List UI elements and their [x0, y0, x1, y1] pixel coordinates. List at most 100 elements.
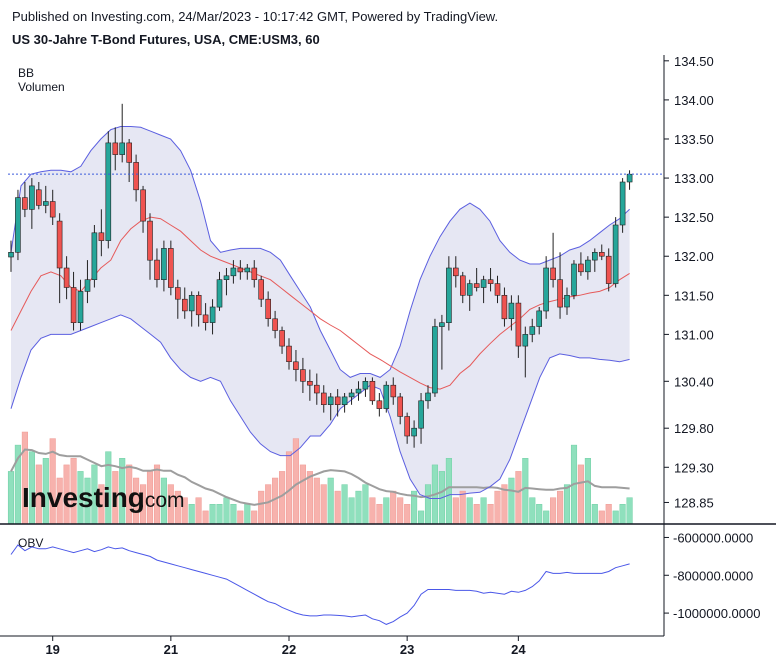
candle	[487, 268, 494, 292]
volume-bar	[320, 484, 327, 525]
volume-bar	[355, 490, 362, 525]
candle	[70, 271, 77, 331]
candle-body	[480, 279, 487, 288]
bb-area	[11, 126, 630, 499]
candle	[22, 182, 28, 218]
candle	[418, 393, 424, 444]
candle-body	[182, 298, 188, 312]
candle	[300, 357, 306, 393]
volume-ma	[10, 448, 630, 506]
volume-bar	[515, 471, 522, 525]
volume-bar	[418, 510, 425, 525]
candle	[341, 393, 348, 413]
candle-body	[272, 318, 278, 331]
candle-body	[543, 267, 549, 312]
candle	[473, 268, 480, 292]
date-tick-label: 23	[400, 642, 414, 657]
candle	[154, 248, 160, 288]
candle-body	[425, 392, 431, 402]
candle-body	[140, 189, 146, 222]
volume-bar	[494, 490, 501, 525]
obv-legend: OBV	[18, 536, 44, 550]
volume-bar	[584, 458, 591, 525]
price-tick-label: 131.00	[674, 327, 714, 342]
candle	[279, 326, 285, 354]
candle-body	[508, 302, 515, 320]
volume-bar	[536, 504, 543, 525]
candle	[480, 275, 487, 304]
candle-body	[487, 279, 494, 284]
candle-body	[619, 181, 626, 226]
candle	[251, 260, 258, 288]
candle-body	[49, 201, 56, 218]
volume-bar	[313, 477, 320, 525]
candle-body	[501, 294, 508, 320]
candle-body	[522, 334, 529, 347]
candle-body	[35, 189, 42, 206]
candle-body	[355, 388, 362, 394]
candle-body	[29, 185, 35, 210]
candle	[557, 252, 563, 319]
candle	[195, 291, 202, 327]
candle-body	[8, 252, 14, 258]
candle	[439, 314, 445, 370]
obv-tick-label: -1000000.0000	[673, 606, 760, 621]
candle-body	[112, 142, 119, 155]
price-tick-label: 131.50	[674, 288, 714, 303]
candle	[223, 268, 230, 296]
volume-bar	[459, 490, 466, 525]
candle-body	[432, 326, 438, 394]
price-tick-label: 133.00	[674, 171, 714, 186]
candle-body	[466, 283, 473, 296]
obv-tick-label: -800000.0000	[673, 568, 753, 583]
candle-body	[251, 267, 258, 280]
candle	[619, 178, 626, 233]
volume-bar	[626, 497, 633, 525]
volume-bar	[605, 504, 612, 525]
volume-bar	[265, 484, 272, 525]
volume-bar	[334, 490, 341, 525]
candle	[494, 275, 501, 304]
volume-bar	[543, 510, 550, 525]
volume-bar	[362, 484, 369, 525]
volume-bar	[452, 497, 459, 525]
candle-body	[348, 392, 355, 398]
candle	[230, 260, 237, 284]
volume-bar	[376, 504, 383, 525]
bb-legend: BB	[18, 66, 35, 80]
candle	[126, 139, 132, 182]
volume-bar	[390, 490, 397, 525]
candle	[112, 127, 119, 171]
volume-bar	[258, 490, 265, 525]
candle-body	[591, 252, 598, 261]
price-tick-label: 132.00	[674, 249, 714, 264]
volume-bar	[466, 497, 473, 525]
candle-body	[598, 252, 605, 257]
candle-body	[397, 396, 404, 417]
candle	[355, 381, 362, 401]
candle	[327, 393, 334, 421]
candle-body	[84, 279, 91, 292]
candle-body	[22, 197, 28, 210]
candle	[626, 170, 633, 190]
investing-watermark: Investing .com	[22, 482, 185, 513]
candle-body	[452, 267, 459, 277]
volume-bar	[369, 497, 376, 525]
candle-body	[439, 322, 445, 327]
bb-middle-line	[10, 216, 630, 390]
volume-bar	[202, 510, 209, 525]
candle	[98, 209, 105, 257]
candle-body	[536, 310, 543, 327]
candle	[8, 240, 14, 272]
volume-bar	[550, 497, 557, 525]
volume-bar	[251, 510, 258, 525]
candle-body	[63, 267, 70, 288]
candle-body	[70, 287, 77, 324]
candle	[77, 279, 84, 331]
candle-body	[557, 279, 563, 308]
candle-body	[494, 283, 501, 296]
candle-body	[286, 345, 292, 363]
price-tick-label: 134.00	[674, 93, 714, 108]
candle-body	[293, 361, 299, 370]
